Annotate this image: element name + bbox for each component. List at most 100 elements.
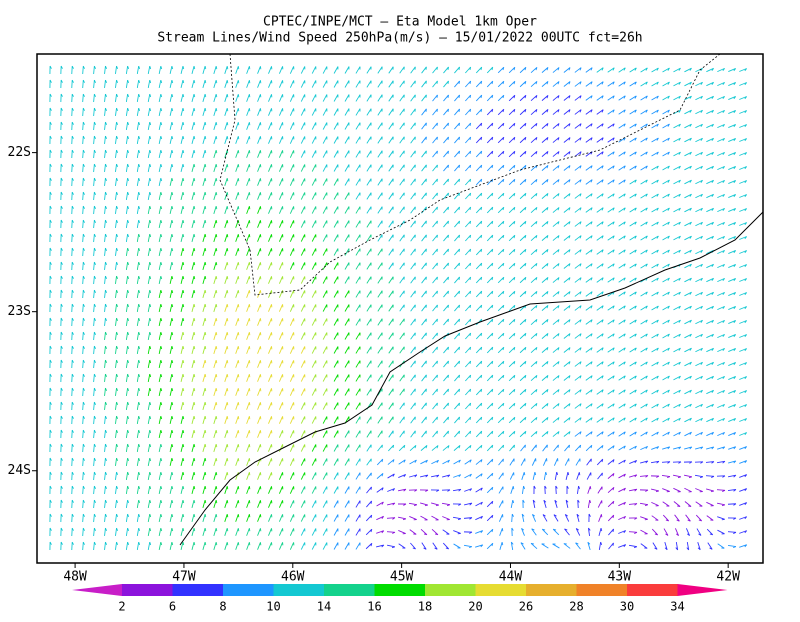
stream-arrow (366, 500, 373, 508)
y-tick-label: 22S (8, 145, 31, 160)
stream-arrow (554, 471, 559, 481)
stream-arrow (147, 261, 152, 271)
stream-arrow (442, 459, 450, 465)
stream-arrow (618, 207, 626, 213)
stream-arrow (377, 332, 383, 340)
stream-arrow (498, 458, 504, 466)
stream-arrow (486, 164, 494, 172)
stream-arrow (552, 305, 560, 311)
stream-arrow (93, 429, 96, 439)
stream-arrow (695, 333, 703, 339)
stream-arrow (388, 360, 394, 368)
stream-arrow (71, 219, 74, 229)
stream-arrow (508, 206, 516, 214)
stream-arrow (541, 319, 549, 325)
stream-arrow (662, 446, 671, 450)
stream-arrow (180, 192, 185, 200)
stream-arrow (509, 472, 515, 480)
stream-arrow (651, 165, 659, 171)
stream-arrow (618, 431, 626, 437)
stream-arrow (104, 359, 108, 369)
stream-arrow (322, 122, 328, 130)
stream-arrow (530, 262, 538, 270)
stream-arrow (673, 431, 681, 437)
stream-arrow (322, 458, 328, 466)
stream-arrow (629, 235, 637, 241)
stream-arrow (377, 430, 383, 438)
stream-arrow (454, 94, 461, 102)
stream-arrow (235, 164, 240, 172)
stream-arrow (235, 122, 240, 130)
stream-arrow (596, 193, 604, 199)
stream-arrow (202, 472, 207, 480)
stream-arrow (333, 332, 339, 340)
stream-arrow (432, 164, 438, 172)
stream-arrow (82, 345, 85, 355)
stream-arrow (475, 178, 483, 186)
stream-arrow (377, 374, 383, 382)
stream-arrow (180, 276, 185, 284)
stream-arrow (421, 276, 427, 284)
stream-arrow (541, 291, 549, 297)
stream-arrow (71, 177, 74, 187)
stream-arrow (410, 374, 416, 382)
stream-arrow (82, 499, 85, 509)
stream-arrow (563, 291, 571, 297)
stream-arrow (706, 263, 714, 269)
stream-arrow (136, 121, 141, 131)
stream-arrow (224, 360, 229, 368)
stream-arrow (115, 443, 119, 453)
stream-arrow (388, 164, 394, 172)
stream-arrow (311, 66, 317, 74)
stream-arrow (410, 402, 416, 410)
stream-arrow (662, 403, 670, 409)
stream-arrow (706, 488, 714, 493)
stream-arrow (388, 122, 394, 130)
stream-arrow (322, 276, 328, 284)
stream-arrow (289, 276, 295, 284)
stream-arrow (465, 276, 472, 284)
stream-arrow (158, 499, 163, 509)
stream-arrow (333, 472, 339, 480)
stream-arrow (574, 179, 582, 185)
stream-arrow (355, 500, 361, 508)
stream-arrow (640, 403, 648, 409)
stream-arrow (465, 416, 472, 424)
stream-arrow (596, 235, 604, 241)
stream-arrow (60, 457, 63, 467)
stream-arrow (465, 178, 472, 186)
stream-arrow (577, 499, 580, 509)
stream-arrow (147, 121, 152, 131)
stream-arrow (93, 345, 96, 355)
stream-arrow (640, 235, 648, 241)
stream-arrow (717, 361, 726, 367)
stream-arrow (169, 527, 174, 536)
stream-arrow (531, 444, 537, 452)
stream-arrow (508, 220, 516, 228)
stream-arrow (432, 542, 438, 550)
stream-arrow (355, 276, 361, 284)
stream-arrow (728, 460, 737, 464)
stream-arrow (651, 319, 659, 325)
stream-arrow (443, 388, 449, 396)
stream-arrow (542, 444, 548, 452)
stream-arrow (552, 67, 560, 73)
stream-arrow (553, 458, 559, 466)
stream-arrow (322, 346, 328, 354)
colorbar-label: 6 (169, 600, 176, 614)
stream-arrow (355, 108, 361, 116)
stream-arrow (629, 277, 637, 283)
stream-arrow (574, 403, 582, 409)
stream-arrow (432, 430, 438, 438)
stream-arrow (344, 360, 350, 368)
stream-arrow (333, 164, 339, 172)
stream-arrow (421, 66, 427, 74)
stream-arrow (246, 80, 251, 88)
stream-arrow (93, 135, 96, 145)
stream-arrow (300, 402, 306, 410)
stream-arrow (311, 472, 317, 480)
stream-arrow (311, 346, 317, 354)
stream-arrow (136, 457, 141, 467)
stream-arrow (278, 472, 284, 480)
stream-arrow (607, 207, 615, 213)
